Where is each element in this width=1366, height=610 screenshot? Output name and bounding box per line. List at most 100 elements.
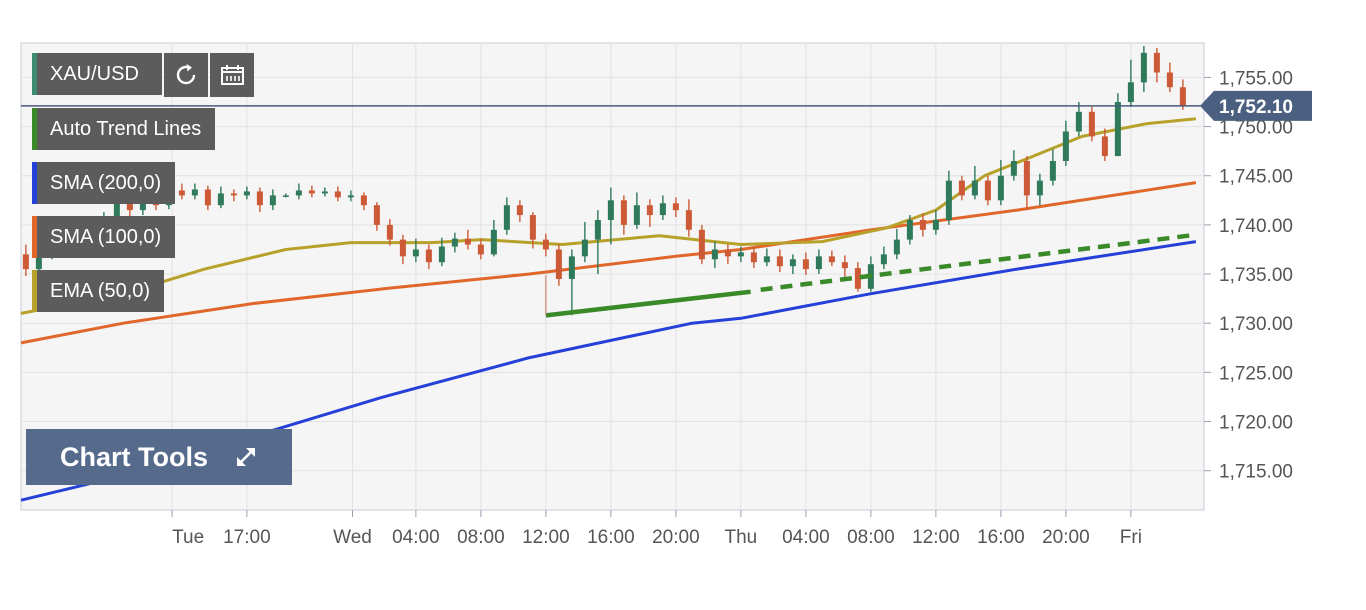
candle-body (685, 210, 692, 230)
candle-body (529, 215, 536, 240)
x-tick-label: 04:00 (782, 527, 830, 548)
candle-body (607, 200, 614, 220)
y-tick-label: 1,740.00 (1219, 216, 1293, 237)
chart-tools-label: Chart Tools (60, 442, 208, 472)
candle-body (581, 239, 588, 257)
candle-body (1023, 160, 1030, 196)
candle-body (1166, 72, 1173, 88)
trend-line-solid (545, 289, 751, 318)
candle-body (1127, 82, 1134, 102)
candle-body (802, 259, 809, 270)
symbol-text: XAU/USD (50, 63, 139, 85)
candle-body (1075, 111, 1082, 132)
candle-body (425, 249, 432, 263)
candle-body (906, 219, 913, 240)
candle-body (841, 262, 848, 269)
refresh-button[interactable] (164, 53, 208, 97)
legend-swatch (32, 162, 37, 204)
candle-body (438, 246, 445, 263)
candle-body (750, 252, 757, 263)
candle-body (516, 205, 523, 216)
candle-body (1153, 52, 1160, 73)
calendar-icon (221, 65, 244, 85)
candle-body (503, 205, 510, 230)
legend-label: SMA (200,0) (50, 172, 162, 194)
candle-body (724, 249, 731, 257)
candle-body (932, 219, 939, 230)
candle-body (789, 259, 796, 267)
candle-body (308, 190, 315, 194)
x-tick-label: 16:00 (977, 527, 1025, 548)
y-tick-label: 1,750.00 (1219, 118, 1293, 139)
calendar-button[interactable] (210, 53, 254, 97)
candle-body (35, 254, 42, 270)
candle-body (412, 249, 419, 257)
legend-label: EMA (50,0) (50, 280, 151, 302)
candle-body (633, 205, 640, 225)
x-tick-label: Thu (725, 527, 758, 548)
candle-body (373, 205, 380, 225)
refresh-icon (176, 64, 196, 85)
symbol-label[interactable]: XAU/USD (32, 53, 162, 95)
x-tick-label: 20:00 (1042, 527, 1090, 548)
candle-body (204, 189, 211, 206)
y-tick-label: 1,725.00 (1219, 363, 1293, 384)
legend-label: Auto Trend Lines (50, 118, 202, 140)
candle-body (1062, 131, 1069, 161)
candle-body (698, 229, 705, 260)
candle-body (477, 244, 484, 255)
candle-body (620, 200, 627, 225)
legend-auto-trend-lines[interactable]: Auto Trend Lines (32, 108, 216, 150)
candle-body (347, 195, 354, 198)
candle-body (971, 180, 978, 196)
x-tick-label: Wed (333, 527, 372, 548)
x-tick-label: 08:00 (457, 527, 505, 548)
candle-body (269, 195, 276, 206)
x-tick-label: Tue (172, 527, 204, 548)
candle-body (776, 256, 783, 267)
legend-label: SMA (100,0) (50, 226, 162, 248)
x-tick-label: 04:00 (392, 527, 440, 548)
candle-body (1140, 52, 1147, 83)
chart-tools-button[interactable]: Chart Tools (26, 429, 292, 485)
auto-trend-line (545, 232, 1197, 318)
legend-swatch (32, 216, 37, 258)
y-tick-label: 1,745.00 (1219, 167, 1293, 188)
candle-body (1049, 160, 1056, 181)
candle-body (542, 239, 549, 250)
candle-body (126, 200, 133, 211)
legend-sma-100[interactable]: SMA (100,0) (32, 216, 176, 258)
x-tick-label: 12:00 (912, 527, 960, 548)
x-tick-label: 12:00 (522, 527, 570, 548)
candle-body (360, 195, 367, 206)
candle-body (815, 256, 822, 270)
candle-body (711, 249, 718, 260)
candle-body (230, 193, 237, 196)
candle-body (217, 193, 224, 206)
candle-body (490, 229, 497, 255)
candle-body (282, 195, 289, 197)
legend-ema-50[interactable]: EMA (50,0) (32, 270, 165, 312)
candle-body (399, 239, 406, 257)
candle-body (919, 219, 926, 230)
candle-body (191, 189, 198, 196)
legend-swatch (32, 270, 37, 312)
candle-body (555, 249, 562, 279)
candle-body (1010, 160, 1017, 176)
legend-swatch (32, 108, 37, 150)
current-price-tag: 1,752.10 (1200, 90, 1312, 121)
candle-body (828, 256, 835, 263)
y-axis: 1,715.00 1,720.00 1,725.00 1,730.00 1,735.00… (1204, 68, 1293, 483)
expand-arrows-icon (237, 448, 255, 466)
y-tick-label: 1,720.00 (1219, 413, 1293, 434)
candle-body (321, 191, 328, 194)
x-tick-label: 20:00 (652, 527, 700, 548)
x-tick-label: Fri (1120, 527, 1142, 548)
candle-body (594, 219, 601, 240)
candle-body (568, 256, 575, 279)
candle-body (880, 254, 887, 265)
legend-sma-200[interactable]: SMA (200,0) (32, 162, 176, 204)
candle-body (893, 239, 900, 255)
candle-body (451, 238, 458, 247)
candle-body (1101, 136, 1108, 157)
